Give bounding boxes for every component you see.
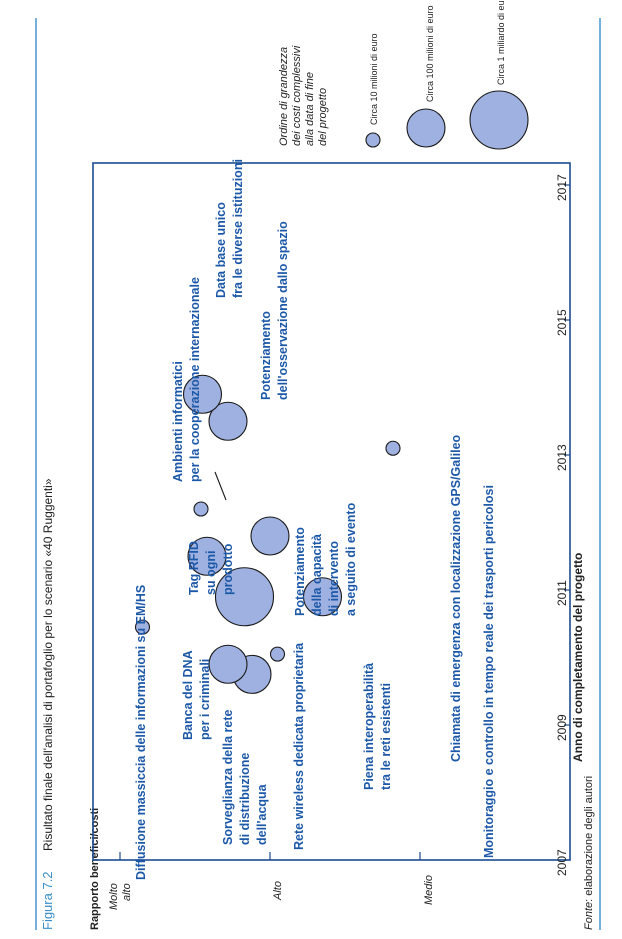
source-prefix: Fonte: [583, 902, 595, 930]
annotation-7-line-1: Potenziamento: [293, 527, 307, 616]
bubble-9: [193, 501, 209, 517]
legend-bubble-small: [365, 132, 381, 148]
annotation-8-line-2: per la cooperazione internazionale: [188, 277, 202, 482]
bubble-1: [134, 619, 151, 635]
annotation-7-line-3: di intervento: [327, 541, 341, 616]
annotation-7-line-4: a seguito di evento: [344, 502, 358, 616]
annotation-4-line-1: Rete wireless dedicata proprietaria: [292, 642, 306, 850]
annotation-9: Potenziamento dell'osservazione dallo spa…: [259, 221, 290, 400]
legend-bubble-medium: [406, 108, 446, 148]
x-tick-label-2013: 2013: [555, 444, 569, 471]
y-axis-label: Rapporto benefici/costi: [89, 808, 101, 930]
annotation-6-line-2: su ogni: [204, 551, 218, 595]
annotation-5: Piena interoperabilità tra le reti esiste…: [362, 663, 393, 790]
annotation-3-line-1: Sorveglianza della rete: [221, 709, 235, 845]
annotation-5-line-1: Piena interoperabilità: [362, 663, 376, 790]
legend-title-line-3: alla data di fine: [304, 72, 316, 146]
bubble-5: [214, 567, 275, 627]
bubble-8: [250, 516, 290, 556]
y-tick-label-medio: Medio: [423, 875, 435, 905]
legend: Ordine di grandezzadei costi complessivi…: [278, 0, 529, 150]
annotation-11: Chiamata di emergenza con localizzazione…: [449, 434, 463, 762]
annotation-2-line-1: Banca del DNA: [181, 650, 195, 740]
annotation-1: Diffusione massiccia delle informazioni …: [134, 585, 148, 880]
legend-label-large: Circa 1 miliardo di euro: [496, 0, 506, 85]
annotation-3-line-2: di distribuzione: [238, 753, 252, 845]
annotations: Diffusione massiccia delle informazioni …: [134, 159, 496, 880]
y-tick-label-molto-alto-line2: alto: [121, 883, 133, 901]
x-tick-label-2015: 2015: [555, 309, 569, 336]
bubbles: [134, 374, 401, 694]
legend-title-line-2: dei costi complessivi: [291, 45, 303, 146]
y-tick-label-alto: Alto: [272, 881, 284, 901]
annotation-6: Tag RFID su ogni prodotto: [187, 541, 235, 595]
legend-title: Ordine di grandezzadei costi complessivi…: [278, 45, 329, 146]
annotation-12: Monitoraggio e controllo in tempo reale …: [482, 485, 496, 858]
annotation-10-line-2: fra le diverse istituzioni: [231, 159, 245, 298]
annotation-3: Sorveglianza della rete di distribuzione d…: [221, 709, 269, 845]
x-axis-label: Anno di completamento del progetto: [571, 553, 585, 762]
y-tick-label-molto-alto-line1: Molto: [108, 883, 120, 910]
figure-title: Risultato finale dell'analisi di portafo…: [41, 478, 55, 851]
annotation-2-line-2: per i criminali: [198, 659, 212, 740]
y-ticks: Medio Alto Molto alto: [108, 852, 435, 910]
figure-label: Figura 7.2: [40, 871, 55, 930]
annotation-7-line-2: della capacità: [310, 534, 324, 616]
source-note: Fonte: elaborazione degli autori: [583, 776, 595, 930]
bubble-10: [208, 401, 248, 441]
x-tick-label-2017: 2017: [555, 174, 569, 201]
x-ticks: 2007 2009 2011 2013 2015 2017: [555, 174, 570, 876]
annotation-5-line-2: tra le reti esistenti: [379, 683, 393, 790]
annotation-2: Banca del DNA per i criminali: [181, 650, 212, 740]
annotation-9-line-1: Potenziamento: [259, 311, 273, 400]
bubble-4: [208, 644, 248, 684]
annotation-8-line-1: Ambienti informatici: [171, 361, 185, 482]
bubble-2: [269, 646, 286, 662]
legend-label-small: Circa 10 milioni di euro: [369, 33, 379, 125]
annotation-3-line-3: dell'acqua: [255, 783, 269, 845]
annotation-11-line-1: Chiamata di emergenza con localizzazione…: [449, 434, 463, 762]
x-tick-label-2009: 2009: [555, 714, 569, 741]
annotation-6-line-1: Tag RFID: [187, 541, 201, 595]
bubble-11: [182, 374, 223, 414]
plot-frame: [92, 162, 571, 861]
annotation-4: Rete wireless dedicata proprietaria: [292, 642, 306, 850]
legend-bubble-large: [469, 90, 529, 150]
annotation-10-line-1: Data base unico: [214, 202, 228, 298]
x-tick-label-2007: 2007: [555, 849, 569, 876]
bubble-12: [385, 440, 401, 456]
bubble-6: [302, 577, 343, 617]
legend-title-line-1: Ordine di grandezza: [278, 47, 290, 146]
legend-title-line-4: del progetto: [317, 88, 329, 146]
annotation-12-line-1: Monitoraggio e controllo in tempo reale …: [482, 485, 496, 858]
annotation-10: Data base unico fra le diverse istituzion…: [214, 159, 245, 298]
source-text: : elaborazione degli autori: [583, 776, 595, 902]
bubble-7: [187, 536, 227, 576]
x-tick-label-2011: 2011: [555, 580, 569, 606]
rfid-leader-line: [214, 471, 227, 501]
annotation-1-line-1: Diffusione massiccia delle informazioni …: [134, 585, 148, 880]
annotation-7: Potenziamento della capacità di intervento…: [293, 502, 358, 616]
legend-label-medium: Circa 100 milioni di euro: [425, 5, 435, 102]
annotation-9-line-2: dell'osservazione dallo spazio: [276, 221, 290, 400]
annotation-8: Ambienti informatici per la cooperazione …: [171, 277, 202, 482]
annotation-6-line-3: prodotto: [221, 543, 235, 595]
